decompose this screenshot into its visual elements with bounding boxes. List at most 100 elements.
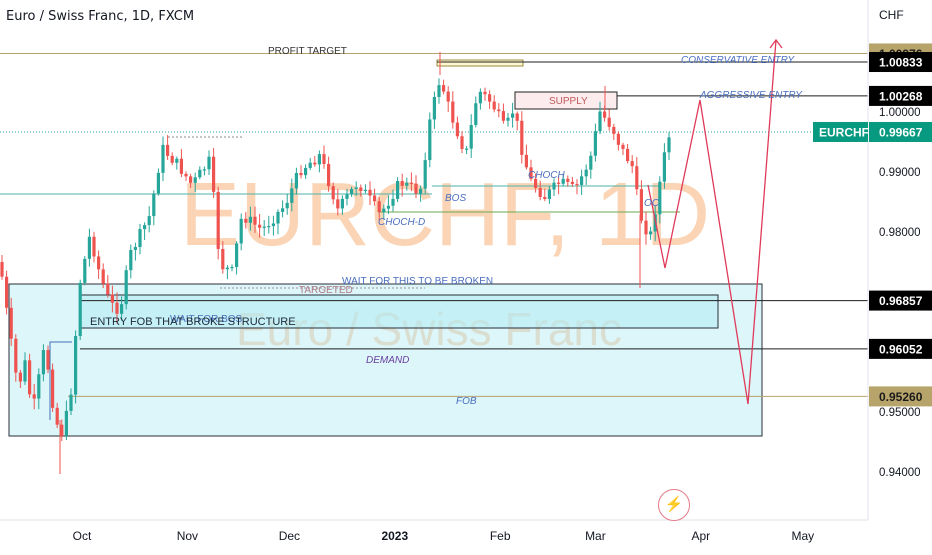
candle-body xyxy=(561,178,565,184)
candle-body xyxy=(414,183,418,194)
candle-body xyxy=(497,109,501,112)
targeted-label: TARGETED xyxy=(299,285,353,296)
annotations-layer: PROFIT TARGET CONSERVATIVE ENTRY AGGRESS… xyxy=(90,46,803,407)
candle-body xyxy=(428,119,432,161)
candle-body xyxy=(23,360,27,382)
supply-zone xyxy=(514,91,618,110)
price-label-box xyxy=(869,290,932,311)
candle-body xyxy=(97,256,101,270)
candle-body xyxy=(74,336,78,395)
candle-body xyxy=(575,183,579,186)
lightning-icon[interactable]: ⚡ xyxy=(658,489,690,521)
candle-body xyxy=(506,117,510,121)
wait-broken-label: WAIT FOR THIS TO BE BROKEN xyxy=(342,276,493,287)
candle-body xyxy=(340,198,344,209)
candle-body xyxy=(400,180,404,186)
x-tick-label: May xyxy=(791,529,814,543)
profit-target-label: PROFIT TARGET xyxy=(268,46,347,57)
candle-body xyxy=(51,369,55,408)
candle-body xyxy=(511,113,515,118)
candle-body xyxy=(267,226,271,228)
candle-body xyxy=(308,162,312,168)
candle-body xyxy=(184,173,188,177)
candle-body xyxy=(258,224,262,228)
candle-body xyxy=(281,208,285,212)
candle-body xyxy=(570,181,574,184)
candle-body xyxy=(299,173,303,176)
choch-d-label: CHOCH-D xyxy=(378,217,425,228)
candle-body xyxy=(423,160,427,189)
price-label-box xyxy=(869,85,932,106)
candle-body xyxy=(138,229,142,248)
candle-body xyxy=(630,161,634,167)
candle-body xyxy=(612,126,616,134)
candle-body xyxy=(419,188,423,194)
x-tick-label: Oct xyxy=(73,529,92,543)
candle-body xyxy=(69,394,73,411)
candle-body xyxy=(529,167,533,179)
candle-body xyxy=(396,180,400,199)
y-tick-label: 0.99000 xyxy=(879,167,921,179)
candle-body xyxy=(432,97,436,120)
candle-body xyxy=(593,131,597,156)
price-label-value: 1.00833 xyxy=(879,56,923,70)
candle-body xyxy=(552,182,556,190)
conservative-entry-zone xyxy=(436,59,524,67)
candle-body xyxy=(129,249,133,271)
candle-body xyxy=(0,262,4,277)
candle-body xyxy=(225,267,229,270)
candle-body xyxy=(143,225,147,230)
price-label-box xyxy=(869,338,932,359)
projection-path xyxy=(647,39,777,405)
price-label-value: 0.96052 xyxy=(879,342,923,356)
candle-body xyxy=(133,247,137,250)
candle-body xyxy=(584,169,588,177)
candle-body xyxy=(543,196,547,199)
price-label-value: 0.96857 xyxy=(879,294,923,308)
candle-body xyxy=(377,201,381,212)
candle-body xyxy=(598,111,602,132)
candle-body xyxy=(239,218,243,244)
candle-body xyxy=(322,154,326,165)
candle-body xyxy=(460,136,464,149)
candle-body xyxy=(626,148,630,162)
candle-body xyxy=(115,302,119,314)
candle-body xyxy=(442,85,446,92)
fob-bracket xyxy=(49,341,72,420)
supply-label: SUPPLY xyxy=(549,96,588,107)
candle-body xyxy=(9,307,13,339)
candle-body xyxy=(175,158,179,163)
bos-label: BOS xyxy=(445,193,466,204)
candle-body xyxy=(350,188,354,195)
candle-body xyxy=(189,176,193,183)
candle-body xyxy=(483,91,487,95)
y-tick-label: 0.94000 xyxy=(879,467,921,479)
candle-body xyxy=(437,85,441,98)
candle-body xyxy=(101,269,105,284)
candle-body xyxy=(391,198,395,206)
candle-body xyxy=(603,111,607,118)
x-tick-label: Nov xyxy=(177,529,198,543)
candle-body xyxy=(18,372,22,382)
choch-label: CHOCH xyxy=(528,170,565,181)
candle-body xyxy=(524,154,528,168)
candle-body xyxy=(658,181,662,215)
price-label-box xyxy=(869,52,932,73)
candle-body xyxy=(120,304,124,314)
candles-layer xyxy=(0,52,671,474)
candle-body xyxy=(147,216,151,226)
candle-body xyxy=(607,117,611,127)
candle-body xyxy=(124,270,128,305)
candle-body xyxy=(207,156,211,170)
x-tick-label: 2023 xyxy=(381,529,408,543)
y-axis[interactable]: 0.94000 0.95000 0.98000 0.99000 1.00000 xyxy=(867,0,921,520)
symbol-tag: EURCHF xyxy=(819,125,869,139)
candle-body xyxy=(354,187,358,189)
candle-body xyxy=(336,199,340,209)
x-axis[interactable]: Oct Nov Dec 2023 Feb Mar Apr May xyxy=(0,519,868,543)
candle-body xyxy=(5,276,9,308)
candle-body xyxy=(331,186,335,200)
x-tick-label: Apr xyxy=(691,529,710,543)
